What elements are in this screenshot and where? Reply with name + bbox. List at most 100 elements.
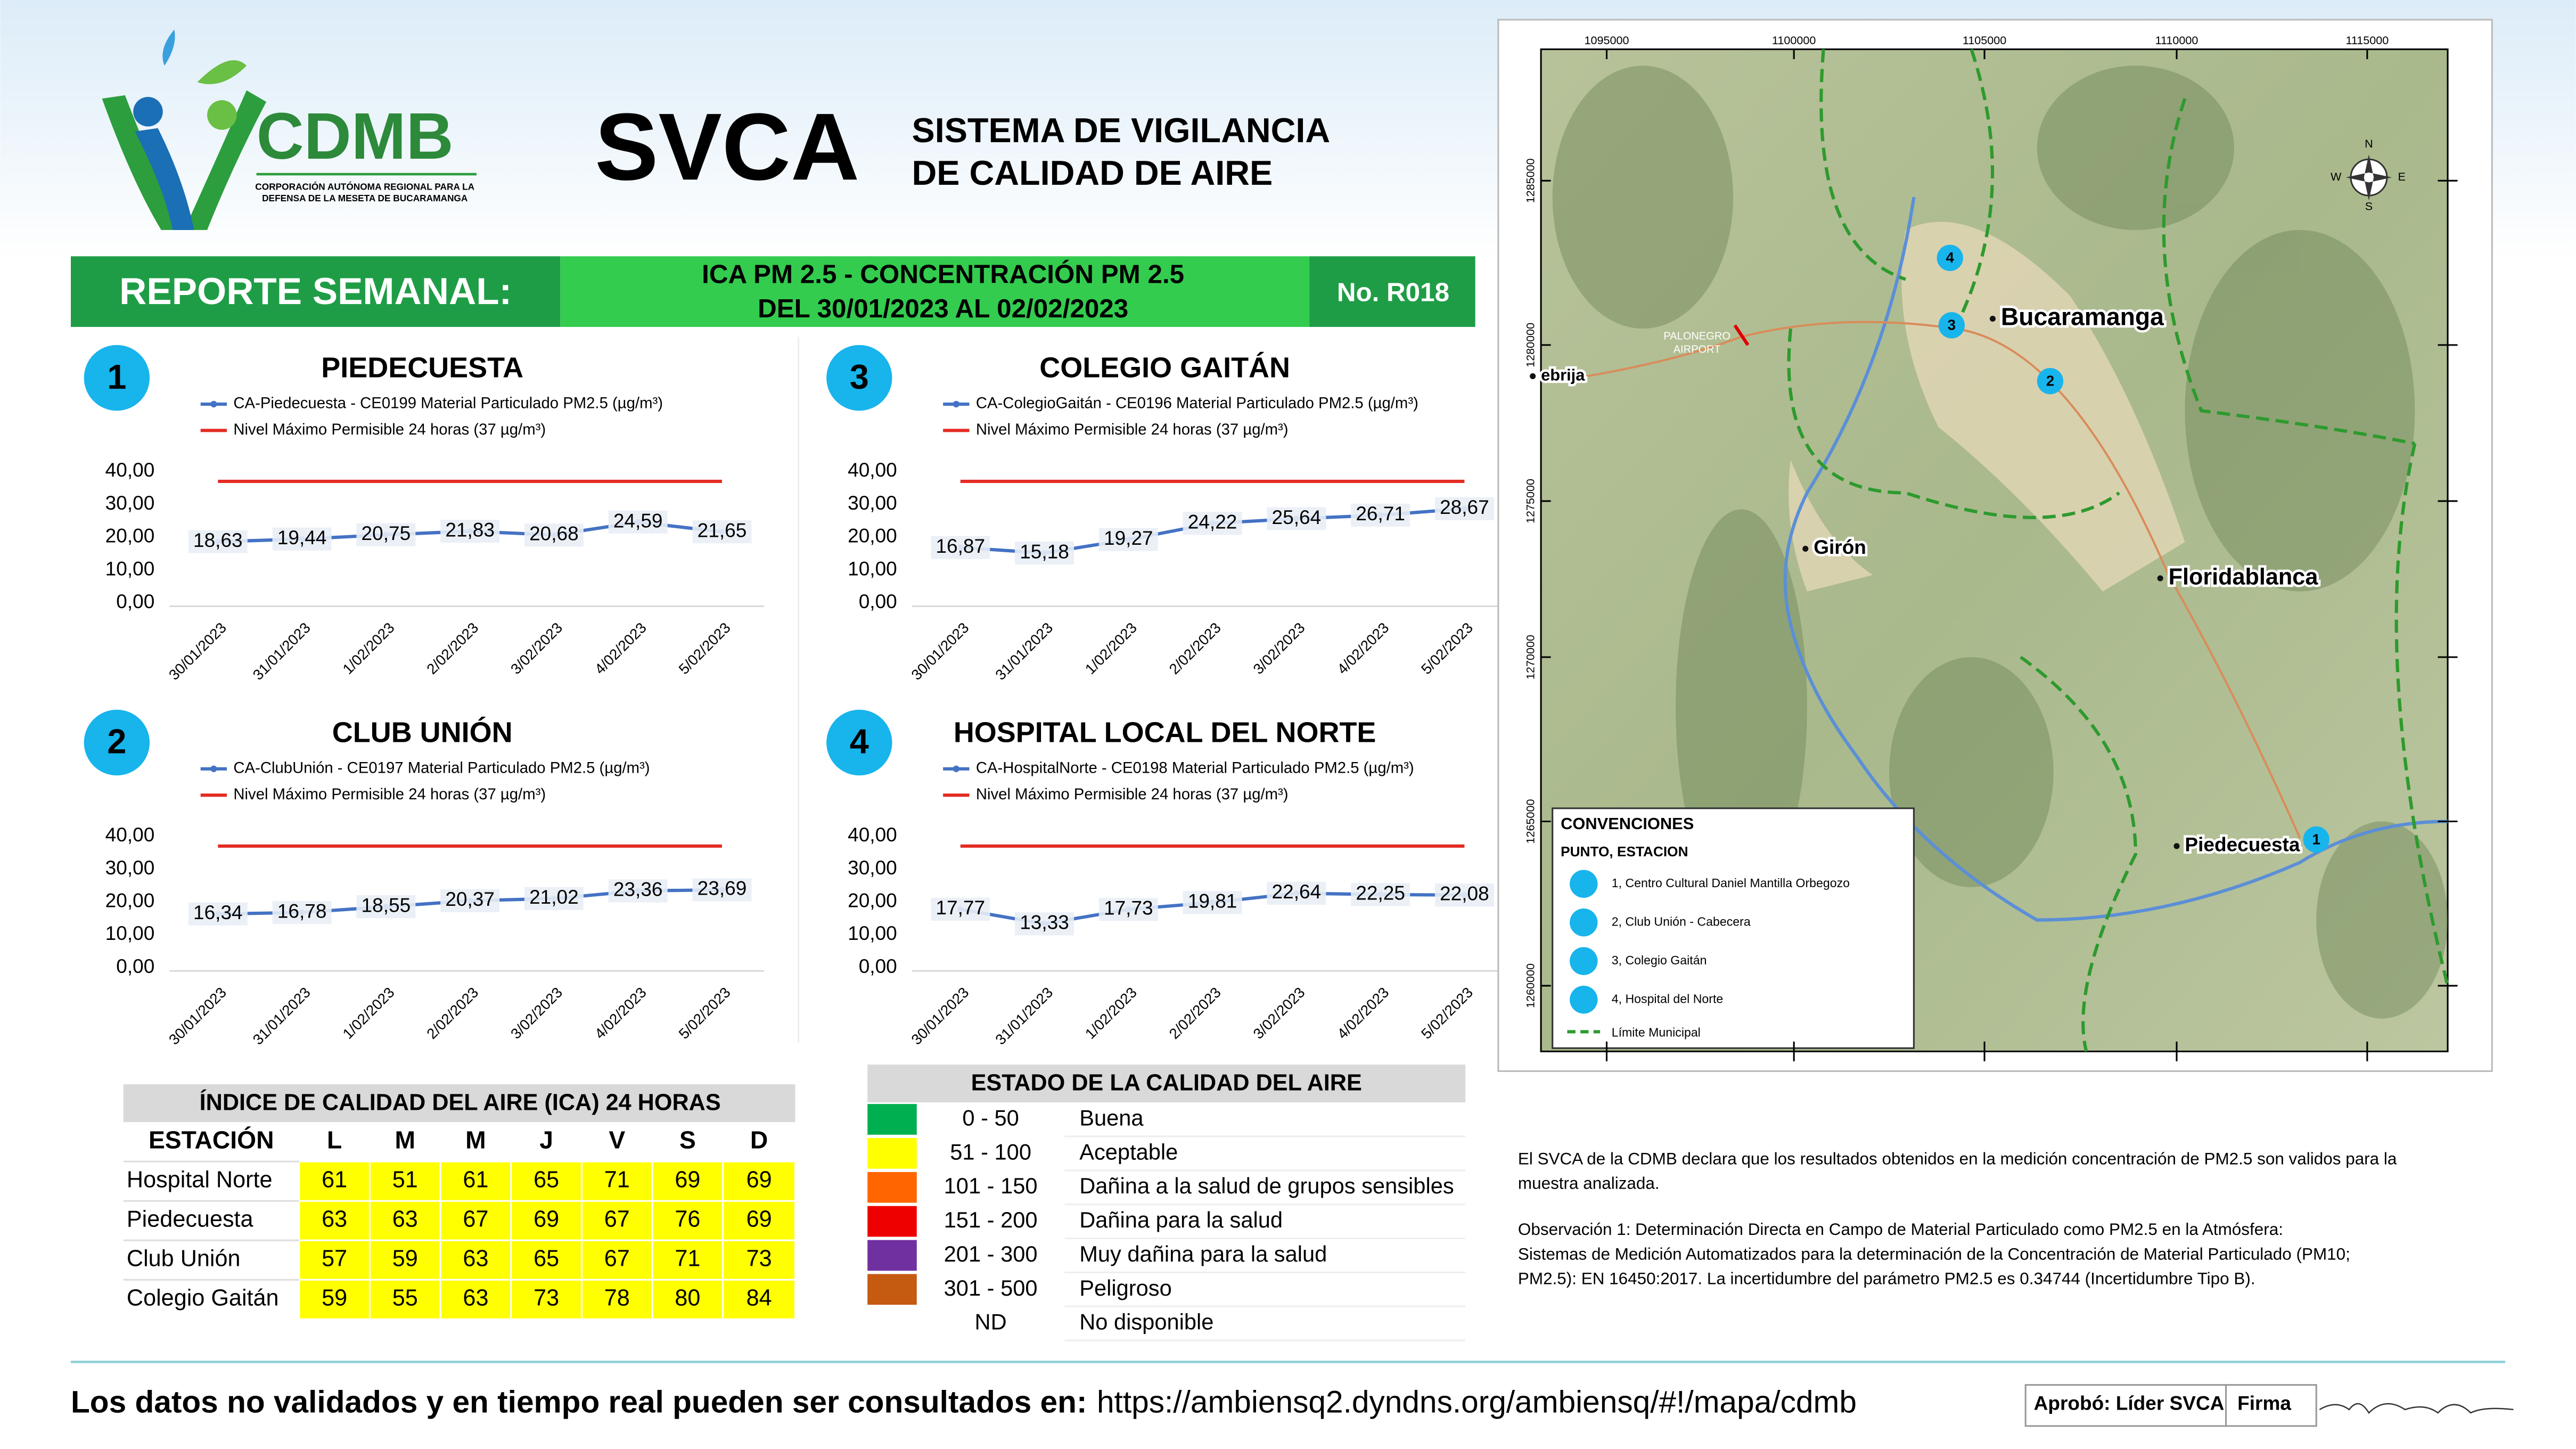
legend-marker	[210, 765, 217, 772]
report-number: No. R018	[1337, 277, 1449, 307]
legend-label: Nivel Máximo Permisible 24 horas (37 µg/…	[976, 785, 1289, 803]
bar-left	[70, 256, 561, 327]
badge-number: 3	[850, 357, 869, 396]
table-value: 65	[534, 1167, 559, 1193]
table-header: J	[539, 1126, 553, 1153]
road	[1577, 321, 2301, 839]
map-legend-item: 1, Centro Cultural Daniel Mantilla Orbeg…	[1612, 876, 1850, 890]
table-value: 73	[746, 1246, 772, 1272]
map-legend-marker	[1570, 908, 1598, 937]
table-title-bg	[867, 1065, 1466, 1103]
y-tick-label: 10,00	[105, 557, 155, 579]
note-line: El SVCA de la CDMB declara que los resul…	[1518, 1149, 2397, 1168]
badge-number: 1	[107, 357, 126, 396]
legend-marker	[953, 765, 959, 772]
y-tick-label: 40,00	[848, 823, 897, 846]
place-dot	[1802, 545, 1809, 552]
y-tick-label: 20,00	[848, 525, 897, 547]
place-dot	[2173, 843, 2180, 849]
station-marker	[1938, 312, 1965, 339]
label-bg	[1351, 503, 1410, 527]
value-label: 16,34	[193, 901, 243, 923]
status-range: 101 - 150	[944, 1173, 1038, 1198]
y-tick-label: 0,00	[116, 955, 154, 977]
map-legend-marker	[1570, 986, 1598, 1014]
legend-label: CA-ClubUnión - CE0197 Material Particula…	[233, 759, 650, 777]
place-dot	[1989, 315, 1996, 322]
y-tick-label: 0,00	[859, 955, 897, 977]
table-cell-bg	[651, 1160, 724, 1202]
logo-name: CDMB	[257, 100, 454, 173]
y-tick-label: 30,00	[105, 492, 155, 514]
chart-title: HOSPITAL LOCAL DEL NORTE	[954, 716, 1376, 748]
table-header: S	[679, 1126, 696, 1153]
status-swatch	[867, 1274, 917, 1305]
status-label: No disponible	[1079, 1309, 1213, 1335]
compass-letter: N	[2365, 137, 2373, 150]
chart-title: PIEDECUESTA	[321, 351, 523, 383]
status-range: 201 - 300	[944, 1241, 1038, 1266]
label-bg	[1098, 898, 1158, 921]
label-bg	[1183, 512, 1242, 535]
bar-middle	[560, 256, 1310, 327]
logo-subtitle: CORPORACIÓN AUTÓNOMA REGIONAL PARA LA	[255, 181, 474, 192]
label-bg	[440, 519, 500, 543]
map: 1095000 1100000 1105000 1110000 1115000 12850…	[1497, 19, 2493, 1072]
map-y-coord: 1280000	[1523, 323, 1537, 367]
value-label: 28,67	[1440, 496, 1489, 518]
label-bg	[1434, 497, 1494, 520]
table-cell-bg	[298, 1160, 371, 1202]
value-label: 16,78	[277, 899, 327, 922]
legend-marker	[953, 400, 959, 408]
value-label: 24,59	[613, 509, 663, 531]
table-value: 65	[534, 1246, 559, 1272]
map-y-coord: 1275000	[1523, 479, 1537, 523]
table-value: 57	[322, 1246, 347, 1272]
urban-area	[1789, 460, 1873, 592]
table-header: ESTACIÓN	[149, 1126, 274, 1153]
signature-box	[2225, 1384, 2317, 1427]
y-tick-label: 40,00	[105, 823, 155, 846]
compass	[2345, 154, 2392, 201]
tables: ÍNDICE DE CALIDAD DEL AIRE (ICA) 24 HORA…	[123, 1065, 1466, 1341]
airport-label: PALONEGRO	[1663, 331, 1730, 342]
value-label: 20,68	[529, 522, 579, 544]
table-cell-bg	[722, 1200, 797, 1241]
logo-subtitle: DEFENSA DE LA MESETA DE BUCARAMANGA	[262, 193, 468, 203]
badge	[826, 709, 892, 776]
table-title-bg	[123, 1084, 795, 1123]
status-swatch	[867, 1206, 917, 1237]
value-label: 13,33	[1020, 911, 1069, 934]
value-label: 18,63	[193, 529, 243, 551]
map-legend-box	[1552, 807, 1915, 1049]
logo	[102, 29, 477, 230]
label-bg	[692, 878, 752, 902]
table-value: 69	[534, 1207, 559, 1232]
status-range: 301 - 500	[944, 1275, 1038, 1300]
legend-label: Nivel Máximo Permisible 24 horas (37 µg/…	[233, 785, 546, 803]
map-legend-item: 2, Club Unión - Cabecera	[1612, 914, 1751, 928]
place-name: Bucaramanga	[2001, 303, 2164, 331]
map-y-coord: 1265000	[1523, 799, 1537, 844]
table-value: 69	[675, 1167, 700, 1193]
table-value: 61	[322, 1167, 347, 1193]
table-cell-bg	[722, 1160, 797, 1202]
river	[1783, 197, 2448, 922]
label-bg	[1015, 541, 1074, 565]
status-label: Muy dañina para la salud	[1079, 1241, 1327, 1266]
status-swatch	[867, 1240, 917, 1271]
y-tick-label: 20,00	[105, 889, 155, 911]
approval-box	[2024, 1384, 2227, 1427]
signature-label: Firma	[2237, 1391, 2291, 1414]
value-label: 19,27	[1104, 527, 1153, 549]
value-label: 15,18	[1020, 540, 1069, 562]
y-tick-label: 40,00	[848, 459, 897, 481]
value-label: 23,36	[613, 878, 663, 900]
table-value: 76	[675, 1207, 700, 1232]
y-tick-label: 10,00	[105, 922, 155, 944]
status-label: Dañina para la salud	[1079, 1207, 1283, 1232]
badge-number: 2	[107, 722, 126, 761]
table-cell-bg	[510, 1279, 583, 1320]
table-value: 63	[463, 1246, 488, 1272]
